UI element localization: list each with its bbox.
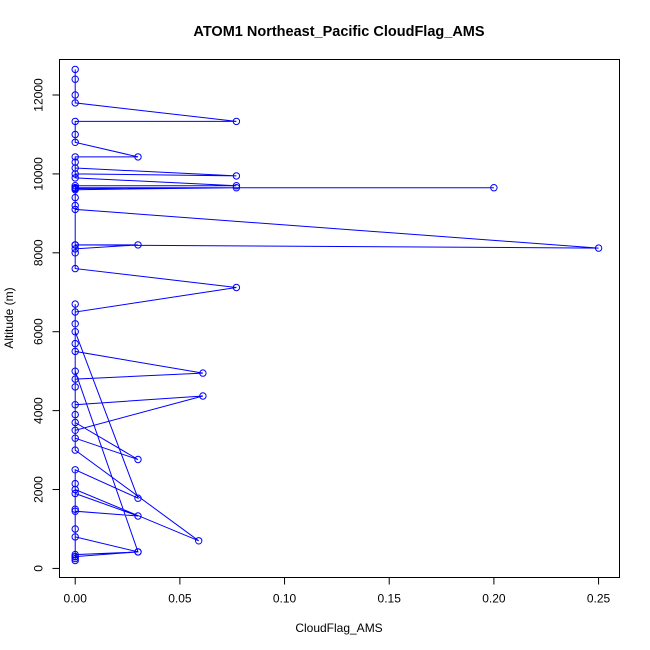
series-line (74, 69, 599, 561)
x-axis: 0.00 0.05 0.10 0.15 0.20 0.25 (64, 577, 611, 606)
data-point (134, 455, 142, 464)
data-point (71, 418, 79, 427)
data-point (134, 548, 142, 556)
data-point (71, 308, 79, 316)
data-point (71, 201, 79, 210)
data-point (71, 65, 79, 74)
data-point (71, 241, 79, 249)
data-point (490, 184, 498, 192)
data-point (71, 117, 79, 126)
chart-title: ATOM1 Northeast_Pacific CloudFlag_AMS (193, 24, 484, 40)
x-tick-label: 0.10 (273, 592, 297, 606)
data-point (594, 244, 603, 252)
data-point (71, 99, 79, 107)
data-point (71, 489, 79, 498)
data-point (71, 174, 79, 182)
data-point (71, 485, 79, 494)
data-point (134, 494, 142, 502)
data-point (71, 320, 79, 328)
data-point (71, 446, 79, 454)
data-point (71, 91, 79, 99)
data-point (134, 153, 142, 161)
y-tick-label: 2000 (32, 476, 46, 503)
data-point (71, 466, 79, 474)
x-axis-label: CloudFlag_AMS (295, 621, 382, 635)
data-point (71, 249, 79, 257)
data-point (71, 434, 79, 442)
data-point (71, 130, 79, 139)
y-tick-label: 8000 (32, 239, 46, 266)
data-point (232, 117, 241, 126)
data-point (232, 184, 241, 192)
data-point (71, 367, 79, 375)
data-point (71, 75, 79, 83)
data-point (71, 245, 79, 253)
data-point (71, 525, 79, 533)
data-point (195, 537, 203, 545)
data-point (71, 401, 79, 409)
x-tick-label: 0.00 (64, 592, 88, 606)
data-point (71, 375, 79, 383)
data-point (71, 158, 79, 166)
data-point (71, 193, 79, 202)
data-point (71, 533, 79, 541)
data-point (71, 347, 79, 356)
data-point (71, 264, 79, 273)
data-point (232, 283, 241, 292)
data-point (71, 328, 79, 336)
data-point (199, 392, 207, 400)
y-axis-label: Altitude (m) (2, 287, 16, 348)
data-point (71, 300, 79, 308)
data-point (71, 164, 79, 172)
data-point (232, 182, 241, 190)
data-point (71, 552, 79, 561)
y-tick-label: 6000 (32, 318, 46, 345)
data-point (71, 554, 79, 563)
data-series (71, 65, 603, 565)
data-point (71, 138, 79, 147)
data-point (71, 505, 79, 513)
y-tick-label: 10000 (32, 157, 46, 191)
y-tick-label: 12000 (32, 78, 46, 112)
x-tick-label: 0.20 (482, 592, 506, 606)
x-tick-label: 0.15 (378, 592, 402, 606)
x-tick-label: 0.05 (168, 592, 192, 606)
data-point (71, 550, 79, 559)
data-point (71, 153, 79, 161)
data-point (71, 426, 79, 434)
data-point (232, 172, 241, 180)
x-tick-label: 0.25 (587, 592, 611, 606)
y-axis: 0 2000 4000 6000 8000 10000 12000 (32, 78, 60, 572)
data-point (71, 339, 79, 348)
y-tick-label: 4000 (32, 397, 46, 424)
data-point (199, 369, 207, 377)
data-point (71, 170, 79, 178)
data-point (71, 184, 79, 193)
data-point (71, 182, 79, 190)
data-point (71, 410, 79, 419)
data-point (71, 507, 79, 515)
data-point (134, 512, 142, 520)
data-point (71, 205, 79, 214)
data-point (71, 383, 79, 391)
y-tick-label: 0 (32, 565, 46, 572)
data-point (134, 241, 142, 249)
